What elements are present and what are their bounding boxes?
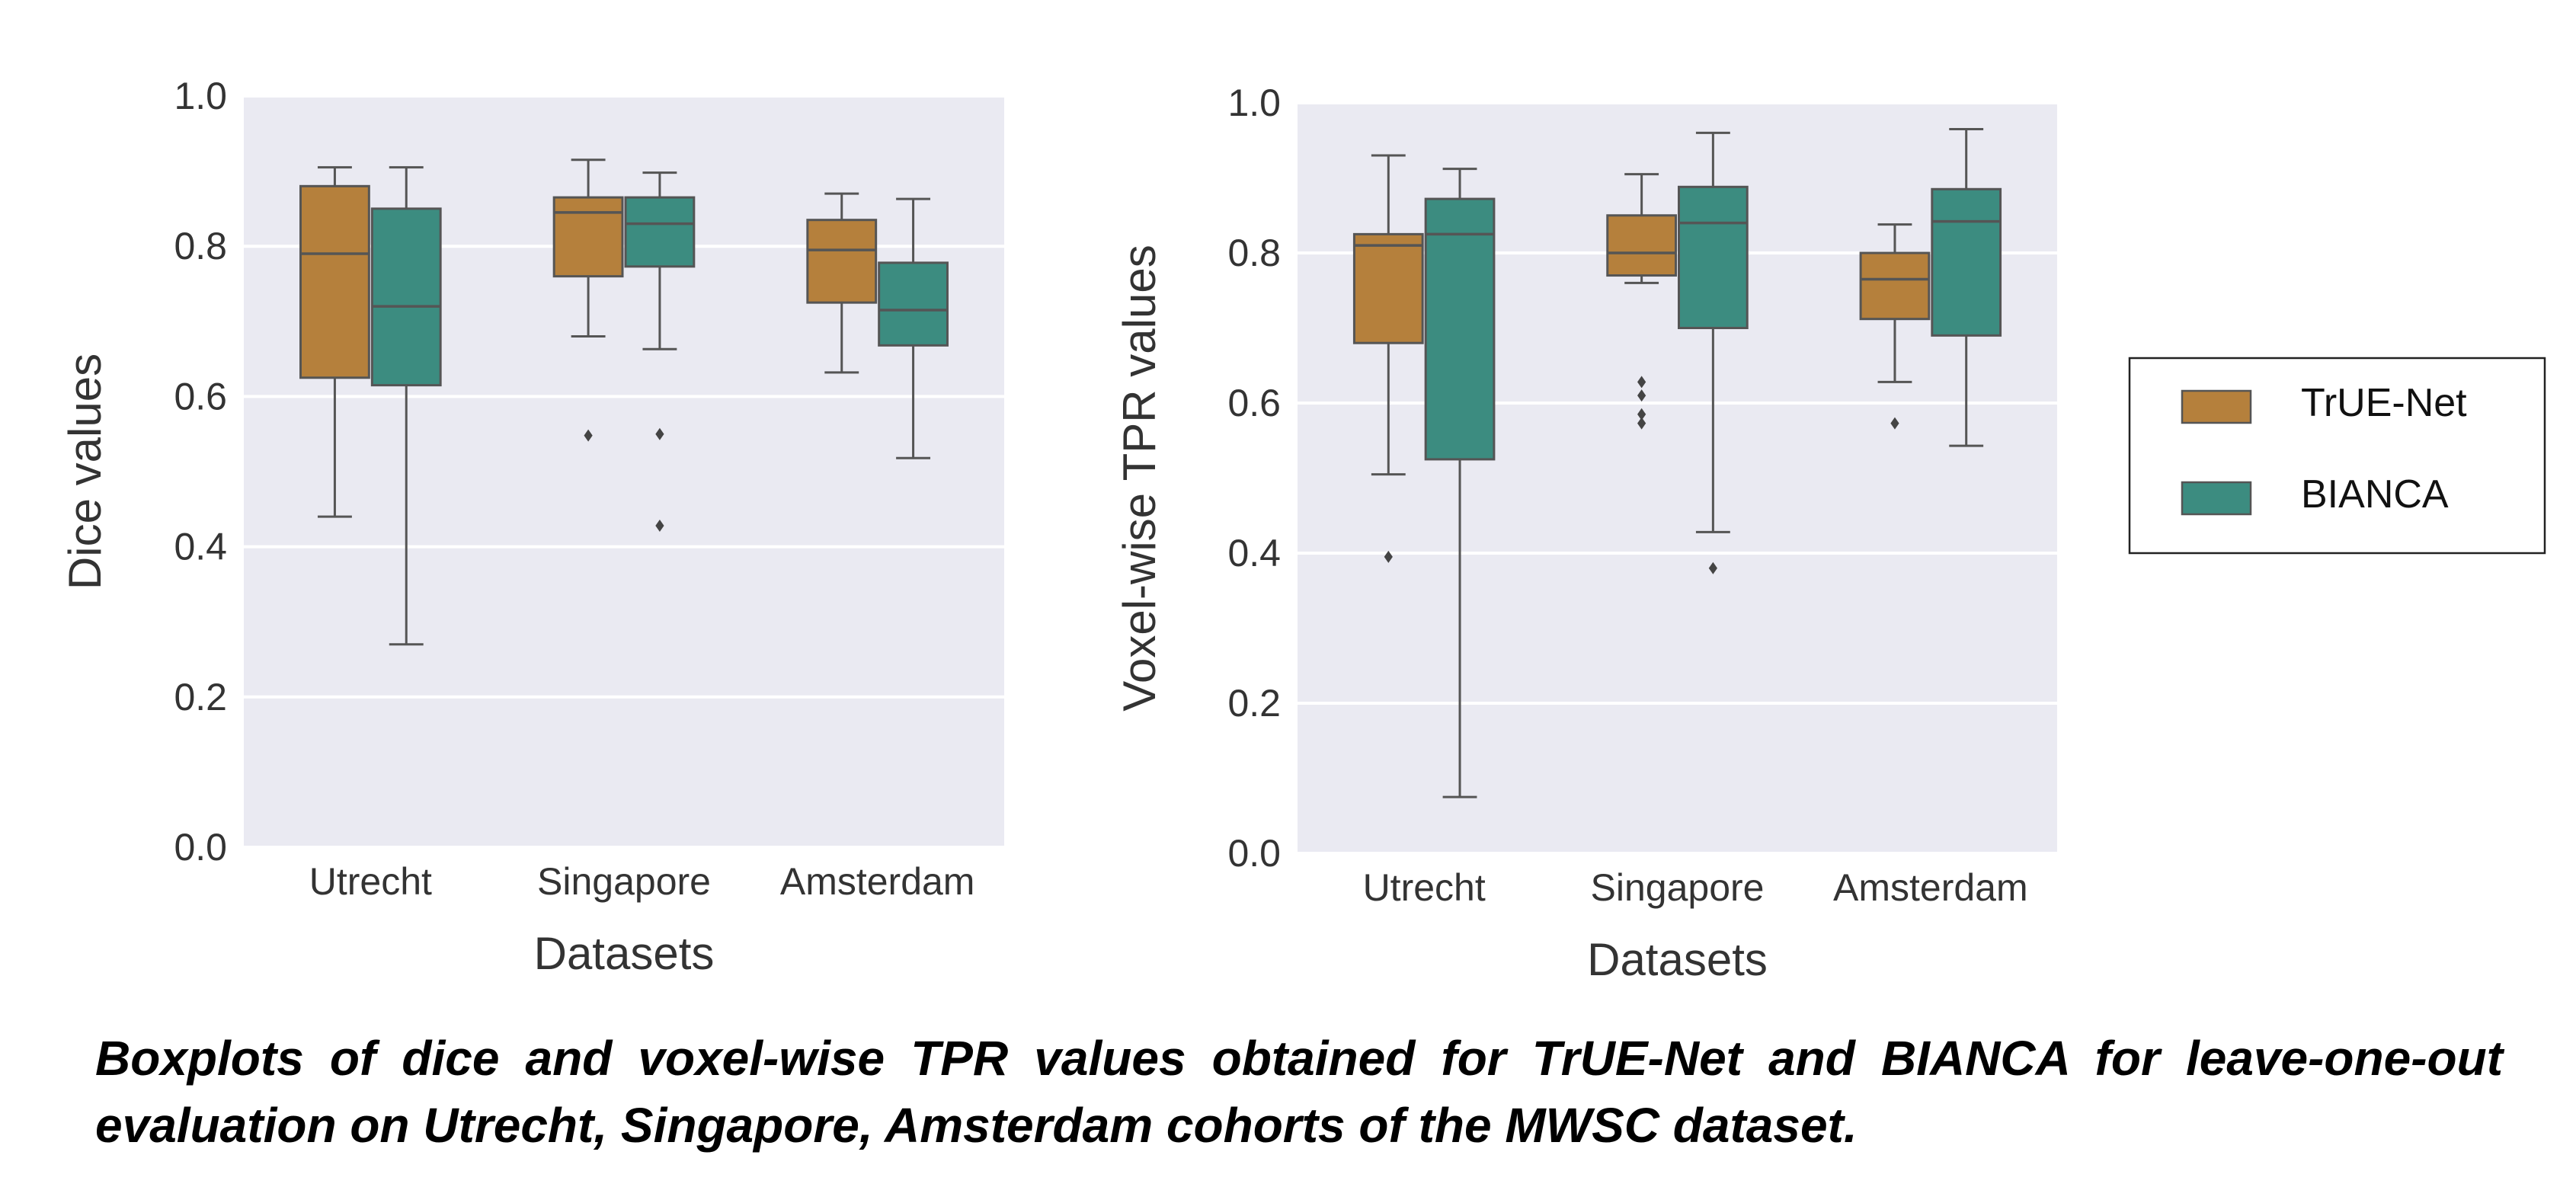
y-tick-label: 0.4 xyxy=(174,526,227,568)
box xyxy=(299,184,370,379)
outlier-point xyxy=(1384,550,1393,563)
box xyxy=(878,261,949,347)
dice-boxplot-chart: 0.0 0.2 0.4 0.6 0.8 1.0 Utrecht Singapore Amster… xyxy=(59,75,1004,979)
x-tick-label-utrecht: Utrecht xyxy=(309,860,432,903)
legend-swatch-bianca xyxy=(2181,481,2252,516)
y-tick-label: 0.8 xyxy=(1227,232,1281,274)
outlier-point xyxy=(584,429,593,442)
outlier-point xyxy=(655,519,664,532)
boxplot-bianca-utrecht xyxy=(370,166,442,646)
y-tick-label: 0.4 xyxy=(1227,532,1281,574)
boxplot-bianca-singapore xyxy=(1678,131,1749,574)
x-tick-label-singapore: Singapore xyxy=(1591,866,1765,909)
y-tick-label: 0.0 xyxy=(174,826,227,869)
box xyxy=(1424,197,1496,461)
y-tick-label: 0.2 xyxy=(1227,682,1281,725)
boxplot-true-net-utrecht xyxy=(299,166,370,518)
box xyxy=(1678,185,1749,329)
box xyxy=(1352,232,1424,344)
outlier-point xyxy=(1637,389,1646,402)
plot-area xyxy=(1298,103,2057,853)
x-tick-label-amsterdam: Amsterdam xyxy=(1833,866,2028,909)
y-tick-label: 0.6 xyxy=(174,375,227,418)
y-tick-label: 0.8 xyxy=(174,225,227,267)
x-axis-title: Datasets xyxy=(1587,934,1768,985)
outlier-point xyxy=(1637,408,1646,421)
legend-label-bianca: BIANCA xyxy=(2301,472,2449,517)
outlier-point xyxy=(1708,562,1717,574)
y-axis-title: Voxel-wise TPR values xyxy=(1114,245,1165,711)
legend-swatch-true-net xyxy=(2181,389,2252,424)
box xyxy=(1931,187,2002,337)
boxplot-true-net-amsterdam xyxy=(1859,223,1931,430)
x-axis-title: Datasets xyxy=(534,928,715,979)
plot-area xyxy=(244,96,1004,847)
x-tick-label-singapore: Singapore xyxy=(537,860,711,903)
x-tick-label-utrecht: Utrecht xyxy=(1363,866,1486,909)
boxplot-true-net-singapore xyxy=(1606,173,1678,430)
legend-label-true-net: TrUE-Net xyxy=(2301,381,2467,425)
outlier-point xyxy=(1890,417,1899,430)
box xyxy=(370,207,442,387)
tpr-boxplot-chart: 0.0 0.2 0.4 0.6 0.8 1.0 Utrecht Singapore Amster… xyxy=(1114,82,2057,985)
boxplot-true-net-amsterdam xyxy=(806,192,878,374)
x-tick-label-amsterdam: Amsterdam xyxy=(780,860,975,903)
box xyxy=(1606,214,1678,277)
boxplot-bianca-amsterdam xyxy=(1931,127,2002,447)
y-tick-label: 0.0 xyxy=(1227,832,1281,875)
legend: TrUE-Net BIANCA xyxy=(2128,357,2546,555)
box xyxy=(1859,251,1931,321)
figure-caption: Boxplots of dice and voxel-wise TPR valu… xyxy=(95,1031,2503,1153)
boxplot-bianca-amsterdam xyxy=(878,197,949,459)
y-tick-label: 1.0 xyxy=(1227,82,1281,124)
boxplot-bianca-singapore xyxy=(624,171,696,532)
box xyxy=(552,196,624,278)
box xyxy=(624,196,696,268)
y-tick-label: 1.0 xyxy=(174,75,227,117)
boxplot-true-net-utrecht xyxy=(1352,154,1424,563)
y-axis-title: Dice values xyxy=(59,354,110,590)
boxplot-bianca-utrecht xyxy=(1424,168,1496,798)
y-tick-label: 0.2 xyxy=(174,676,227,718)
y-tick-label: 0.6 xyxy=(1227,382,1281,424)
outlier-point xyxy=(1637,417,1646,430)
outlier-point xyxy=(655,427,664,440)
box xyxy=(806,219,878,304)
outlier-point xyxy=(1637,376,1646,389)
boxplot-true-net-singapore xyxy=(552,158,624,442)
